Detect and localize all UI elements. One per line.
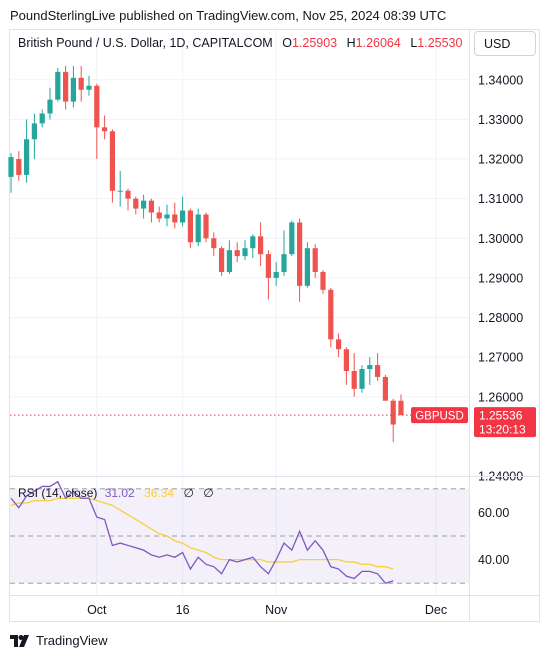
candle-body <box>304 248 310 286</box>
tradingview-logo-icon <box>10 634 29 647</box>
candle-body <box>164 214 170 219</box>
high-value: 1.26064 <box>355 36 401 50</box>
symbol-title: British Pound / U.S. Dollar, 1D, CAPITAL… <box>18 36 273 50</box>
price-tick-label: 1.26000 <box>478 390 523 404</box>
candle-body <box>226 250 232 272</box>
candle-body <box>125 190 131 199</box>
publisher-header: PoundSterlingLive published on TradingVi… <box>0 0 551 30</box>
candle-body <box>109 131 115 191</box>
rsi-value: 31.02 <box>104 486 135 500</box>
candle-body <box>156 212 162 219</box>
candle-body <box>148 200 154 213</box>
rsi-tick-label: 60.00 <box>478 506 509 520</box>
candle-body <box>86 85 92 90</box>
footer: TradingView <box>10 633 108 648</box>
candle-body <box>78 77 84 90</box>
candle-body <box>258 236 264 255</box>
price-tick-label: 1.27000 <box>478 351 523 365</box>
price-tag-value: 1.25536 <box>479 409 523 423</box>
candle-body <box>234 250 240 257</box>
open-value: 1.25903 <box>291 36 338 50</box>
candle-body <box>297 222 303 286</box>
candle-body <box>117 190 123 192</box>
candle-body <box>24 139 30 175</box>
price-tick-label: 1.33000 <box>478 113 523 127</box>
candle-body <box>343 349 349 372</box>
price-tick-label: 1.28000 <box>478 311 523 325</box>
candle-body <box>289 222 295 255</box>
candle-body <box>8 157 14 177</box>
candle-body <box>39 113 45 124</box>
candle-body <box>180 210 186 223</box>
candle-body <box>55 71 61 100</box>
symbol-tag-bg <box>411 407 468 424</box>
candle-body <box>328 289 334 340</box>
candle-body <box>187 210 193 243</box>
rsi-ma-value: 36.34 <box>144 486 175 500</box>
date-tick-label: 16 <box>176 603 190 617</box>
candle-body <box>273 271 279 278</box>
price-tick-label: 1.29000 <box>478 271 523 285</box>
symbol-tag: GBPUSD <box>415 411 464 423</box>
candle-body <box>320 271 326 290</box>
candle-body <box>63 71 69 102</box>
candle-body <box>375 365 381 377</box>
price-tag-countdown: 13:20:13 <box>479 423 526 437</box>
price-tick-label: 1.30000 <box>478 232 523 246</box>
high-label: H <box>346 36 356 50</box>
currency-selector[interactable]: USD <box>474 31 536 56</box>
candle-body <box>250 236 256 249</box>
candle-body <box>102 127 108 132</box>
price-tick-label: 1.31000 <box>478 192 523 206</box>
date-tick-label: Oct <box>87 603 107 617</box>
price-tick-label: 1.32000 <box>478 153 523 167</box>
price-tag-bg <box>474 407 536 438</box>
rsi-line <box>10 480 394 584</box>
date-tick-label: Nov <box>265 603 288 617</box>
candle-body <box>351 371 357 389</box>
candle-body <box>203 214 209 239</box>
candle-body <box>133 198 139 209</box>
candle-body <box>172 214 178 223</box>
candle-body <box>94 85 100 128</box>
rsi-title: RSI (14, close) <box>18 486 98 500</box>
candle-body <box>265 254 271 278</box>
candle-body <box>398 400 404 415</box>
publisher-line: PoundSterlingLive published on TradingVi… <box>10 8 447 23</box>
candle-body <box>31 123 37 140</box>
rsi-extra-1: ∅ <box>183 486 194 500</box>
rsi-extra-2: ∅ <box>203 486 214 500</box>
candle-body <box>219 248 225 272</box>
candle-body <box>211 238 217 249</box>
rsi-tick-label: 40.00 <box>478 553 509 567</box>
candle-body <box>242 248 248 257</box>
symbol-legend: British Pound / U.S. Dollar, 1D, CAPITAL… <box>18 36 462 50</box>
rsi-legend: RSI (14, close) 31.02 36.34 ∅ ∅ <box>18 486 214 500</box>
candle-body <box>141 200 147 209</box>
candle-body <box>47 99 53 114</box>
date-tick-label: Dec <box>425 603 447 617</box>
candle-body <box>367 365 373 370</box>
candle-body <box>70 77 76 102</box>
candle-body <box>16 159 22 175</box>
candle-body <box>382 376 388 401</box>
low-label: L <box>410 36 418 50</box>
brand-label: TradingView <box>36 633 108 648</box>
chart-frame <box>9 29 540 622</box>
candle-body <box>336 339 342 350</box>
price-tick-label: 1.34000 <box>478 73 523 87</box>
candle-body <box>281 254 287 272</box>
candle-body <box>195 214 201 243</box>
rsi-ma-line <box>10 497 394 570</box>
candle-body <box>390 400 396 425</box>
low-value: 1.25530 <box>417 36 463 50</box>
candle-body <box>312 248 318 272</box>
candle-body <box>359 369 365 389</box>
open-label: O <box>282 36 292 50</box>
currency-label: USD <box>484 36 511 51</box>
